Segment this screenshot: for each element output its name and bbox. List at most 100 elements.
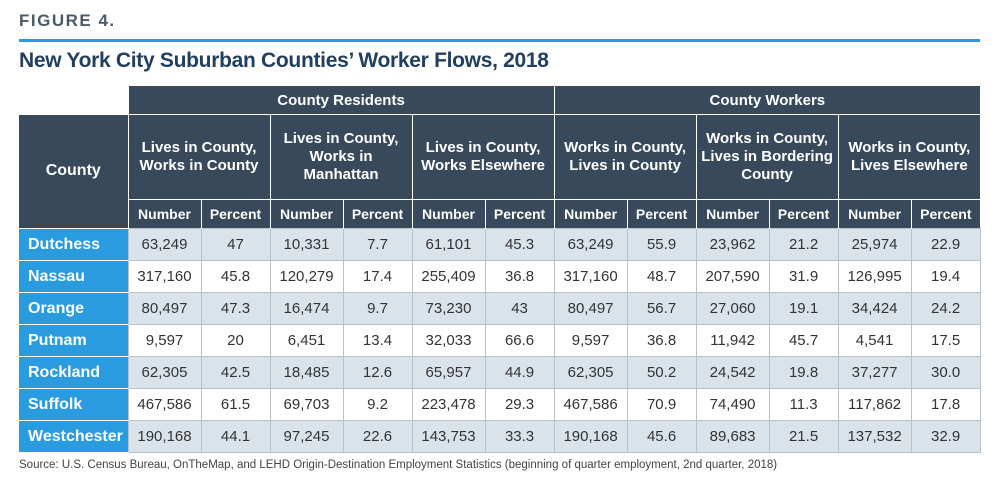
worker-flows-table: County Residents County Workers County L… xyxy=(19,86,981,453)
percent-cell: 17.4 xyxy=(342,260,413,293)
percent-cell: 61.5 xyxy=(200,388,271,421)
number-cell: 32,033 xyxy=(411,324,486,357)
number-cell: 10,331 xyxy=(269,228,344,261)
percent-cell: 22.9 xyxy=(910,228,981,261)
number-cell: 74,490 xyxy=(695,388,770,421)
column-header-number: Number xyxy=(269,199,343,229)
number-cell: 143,753 xyxy=(411,420,486,453)
table-row: Nassau 317,160 45.8 120,279 17.4 255,409 36.8 3… xyxy=(19,260,981,293)
percent-cell: 45.6 xyxy=(626,420,697,453)
table-row: Suffolk 467,586 61.5 69,703 9.2 223,478 29.3 46… xyxy=(19,388,981,421)
number-cell: 62,305 xyxy=(127,356,202,389)
number-cell: 9,597 xyxy=(127,324,202,357)
figure-title: New York City Suburban Counties’ Worker … xyxy=(19,49,549,72)
percent-cell: 19.8 xyxy=(768,356,839,389)
subgroup-header: Lives in County, Works in County xyxy=(127,114,270,200)
percent-cell: 21.5 xyxy=(768,420,839,453)
number-cell: 317,160 xyxy=(553,260,628,293)
percent-cell: 7.7 xyxy=(342,228,413,261)
percent-cell: 36.8 xyxy=(626,324,697,357)
percent-cell: 45.8 xyxy=(200,260,271,293)
percent-cell: 36.8 xyxy=(484,260,555,293)
number-cell: 126,995 xyxy=(837,260,912,293)
percent-cell: 44.9 xyxy=(484,356,555,389)
group-header-workers: County Workers xyxy=(553,86,981,115)
number-cell: 23,962 xyxy=(695,228,770,261)
percent-cell: 19.4 xyxy=(910,260,981,293)
number-cell: 24,542 xyxy=(695,356,770,389)
number-cell: 63,249 xyxy=(553,228,628,261)
column-header-percent: Percent xyxy=(484,199,555,229)
source-note: Source: U.S. Census Bureau, OnTheMap, an… xyxy=(19,459,778,471)
percent-cell: 11.3 xyxy=(768,388,839,421)
subgroup-header: Works in County, Lives Elsewhere xyxy=(837,114,981,200)
percent-cell: 48.7 xyxy=(626,260,697,293)
percent-cell: 13.4 xyxy=(342,324,413,357)
number-cell: 63,249 xyxy=(127,228,202,261)
number-cell: 317,160 xyxy=(127,260,202,293)
percent-cell: 70.9 xyxy=(626,388,697,421)
number-cell: 4,541 xyxy=(837,324,912,357)
subgroup-header: Lives in County, Works Elsewhere xyxy=(411,114,555,200)
percent-cell: 45.7 xyxy=(768,324,839,357)
table-body: Dutchess 63,249 47 10,331 7.7 61,101 45.3 63,24… xyxy=(19,228,981,453)
number-cell: 27,060 xyxy=(695,292,770,325)
county-name-cell: Suffolk xyxy=(19,388,128,421)
number-cell: 11,942 xyxy=(695,324,770,357)
county-name-cell: Nassau xyxy=(19,260,128,293)
table-row: Dutchess 63,249 47 10,331 7.7 61,101 45.3 63,24… xyxy=(19,228,981,261)
number-cell: 190,168 xyxy=(553,420,628,453)
column-header-number: Number xyxy=(695,199,770,229)
number-cell: 62,305 xyxy=(553,356,628,389)
number-cell: 9,597 xyxy=(553,324,628,357)
column-header-number: Number xyxy=(837,199,912,229)
number-cell: 16,474 xyxy=(269,292,344,325)
number-cell: 25,974 xyxy=(837,228,912,261)
number-cell: 80,497 xyxy=(553,292,628,325)
percent-cell: 50.2 xyxy=(626,356,697,389)
number-cell: 37,277 xyxy=(837,356,912,389)
number-cell: 65,957 xyxy=(411,356,486,389)
percent-cell: 30.0 xyxy=(910,356,981,389)
number-cell: 223,478 xyxy=(411,388,486,421)
county-name-cell: Dutchess xyxy=(19,228,128,261)
percent-cell: 32.9 xyxy=(910,420,981,453)
percent-cell: 43 xyxy=(484,292,555,325)
number-cell: 69,703 xyxy=(269,388,344,421)
percent-cell: 29.3 xyxy=(484,388,555,421)
percent-cell: 33.3 xyxy=(484,420,555,453)
corner-blank xyxy=(19,86,128,115)
group-header-residents: County Residents xyxy=(127,86,555,115)
percent-cell: 17.5 xyxy=(910,324,981,357)
number-cell: 18,485 xyxy=(269,356,344,389)
number-cell: 89,683 xyxy=(695,420,770,453)
number-cell: 120,279 xyxy=(269,260,344,293)
percent-cell: 24.2 xyxy=(910,292,981,325)
county-name-cell: Rockland xyxy=(19,356,128,389)
number-cell: 73,230 xyxy=(411,292,486,325)
column-header-percent: Percent xyxy=(910,199,981,229)
percent-cell: 21.2 xyxy=(768,228,839,261)
county-column-header: County xyxy=(19,114,128,229)
percent-cell: 17.8 xyxy=(910,388,981,421)
county-name-cell: Westchester xyxy=(19,420,128,453)
number-cell: 61,101 xyxy=(411,228,486,261)
percent-cell: 56.7 xyxy=(626,292,697,325)
number-cell: 467,586 xyxy=(127,388,202,421)
percent-cell: 47.3 xyxy=(200,292,271,325)
number-cell: 467,586 xyxy=(553,388,628,421)
number-cell: 97,245 xyxy=(269,420,344,453)
subgroup-header: Works in County, Lives in County xyxy=(553,114,697,200)
table-row: Orange 80,497 47.3 16,474 9.7 73,230 43 80,497 5… xyxy=(19,292,981,325)
percent-cell: 45.3 xyxy=(484,228,555,261)
column-header-percent: Percent xyxy=(342,199,412,229)
figure-label: FIGURE 4. xyxy=(19,11,116,30)
subgroup-header: Works in County, Lives in Bordering Coun… xyxy=(695,114,839,200)
column-header-number: Number xyxy=(127,199,201,229)
percent-cell: 9.2 xyxy=(342,388,413,421)
number-cell: 80,497 xyxy=(127,292,202,325)
number-cell: 137,532 xyxy=(837,420,912,453)
county-name-cell: Orange xyxy=(19,292,128,325)
percent-cell: 44.1 xyxy=(200,420,271,453)
accent-rule xyxy=(19,39,980,42)
